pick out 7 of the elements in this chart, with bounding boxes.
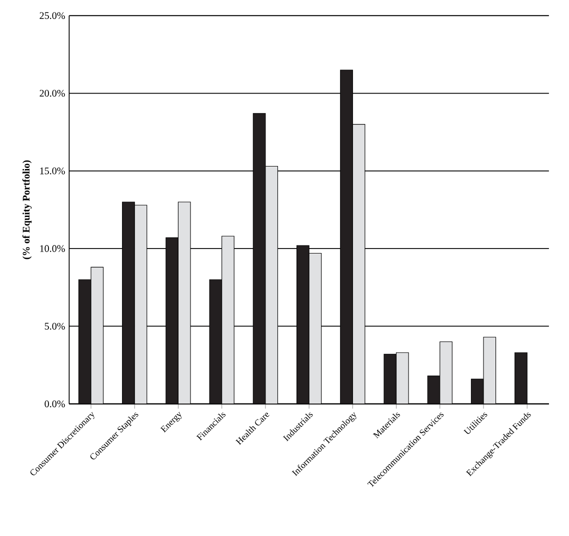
y-tick-label: 0.0%	[44, 400, 65, 408]
y-tick-label: 20.0%	[40, 90, 65, 97]
y-tick-label: 5.0%	[44, 323, 65, 330]
y-axis-title: (% of Equity Portfolio)	[22, 160, 32, 260]
y-tick-label: 25.0%	[40, 12, 65, 20]
y-tick-label: 15.0%	[40, 168, 65, 175]
y-tick-label: 10.0%	[40, 245, 65, 252]
